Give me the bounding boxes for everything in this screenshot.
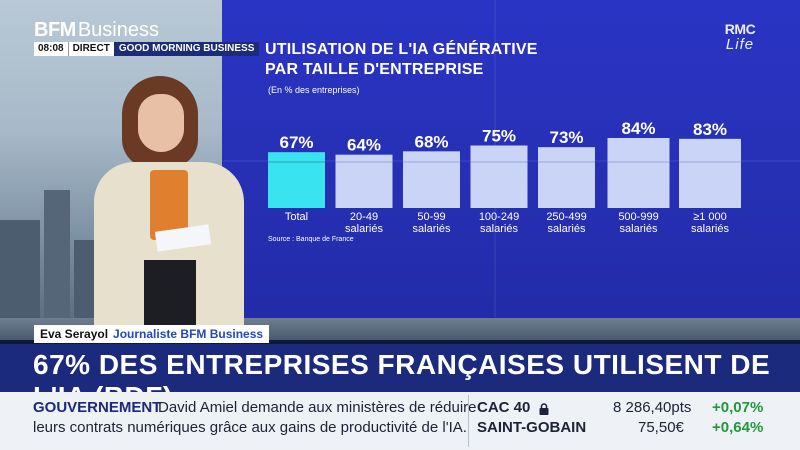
category-label-1-1: salariés — [345, 223, 383, 235]
value-label-2: 68% — [414, 132, 448, 151]
bar-3 — [470, 145, 528, 208]
category-label-4-1: salariés — [548, 223, 586, 235]
lock-icon — [539, 403, 549, 415]
category-label-5-1: salariés — [620, 223, 658, 235]
name-strap: Eva Serayol Journaliste BFM Business — [34, 325, 270, 343]
bar-5 — [607, 138, 670, 208]
bar-2 — [403, 151, 460, 208]
presenter-name: Eva Serayol — [40, 327, 109, 341]
news-line-1: David Amiel demande aux ministères de ré… — [158, 399, 477, 416]
value-label-5: 84% — [621, 119, 655, 138]
value-label-6: 83% — [693, 120, 727, 139]
headline-bar — [0, 344, 800, 392]
market-value-saint-gobain: 75,50€ — [638, 419, 684, 436]
bar-6 — [679, 138, 741, 208]
rmc-life-logo: RMC Life — [712, 21, 768, 53]
category-label-6-1: salariés — [691, 223, 729, 235]
chart-title-line2: PAR TAILLE D'ENTREPRISE — [265, 61, 484, 78]
news-tag: GOUVERNEMENT — [33, 399, 162, 416]
value-label-3: 75% — [482, 127, 516, 146]
bar-0 — [268, 152, 325, 208]
news-line-2: leurs contrats numériques grâce aux gain… — [33, 419, 467, 436]
chart-source: Source : Banque de France — [268, 236, 354, 243]
live-badge: DIRECT — [67, 42, 114, 56]
rmc-logo-line1: RMC — [724, 21, 756, 37]
chart-subtitle: (En % des entreprises) — [268, 85, 360, 95]
chart-title-line1: UTILISATION DE L'IA GÉNÉRATIVE — [265, 41, 538, 58]
category-label-2-1: salariés — [413, 223, 451, 235]
value-label-0: 67% — [279, 133, 313, 152]
market-name-cac40: CAC 40 — [477, 399, 531, 416]
bfm-business-logo: BFM Business — [34, 19, 159, 41]
category-label-3-0: 100-249 — [479, 211, 519, 223]
market-change-saint-gobain: +0,64% — [712, 419, 764, 436]
value-label-4: 73% — [549, 128, 583, 147]
category-label-3-1: salariés — [480, 223, 518, 235]
rmc-logo-line2: Life — [725, 36, 755, 53]
bar-4 — [538, 147, 595, 208]
chart-title: UTILISATION DE L'IA GÉNÉRATIVE PAR TAILL… — [265, 40, 538, 80]
category-label-0-0: Total — [285, 211, 308, 223]
show-name: GOOD MORNING BUSINESS — [113, 42, 260, 56]
ticker-bar — [0, 392, 800, 450]
presenter-role: Journaliste BFM Business — [113, 327, 264, 341]
market-name-saint-gobain: SAINT-GOBAIN — [477, 419, 587, 436]
market-change-cac40: +0,07% — [712, 399, 764, 416]
value-label-1: 64% — [347, 136, 381, 155]
category-label-2-0: 50-99 — [417, 211, 445, 223]
bar-1 — [335, 154, 393, 208]
category-label-1-0: 20-49 — [350, 211, 378, 223]
market-value-cac40: 8 286,40pts — [613, 399, 692, 416]
logo-business: Business — [77, 18, 159, 41]
bar-chart: 67%Total64%20-49salariés68%50-99salariés… — [268, 119, 741, 235]
logo-bfm: BFM — [34, 18, 76, 41]
category-label-6-0: ≥1 000 — [693, 211, 727, 223]
info-bar: 08:08 DIRECT GOOD MORNING BUSINESS — [34, 42, 260, 56]
category-label-4-0: 250-499 — [546, 211, 586, 223]
clock: 08:08 — [34, 42, 68, 56]
category-label-5-0: 500-999 — [618, 211, 658, 223]
presenter — [80, 70, 270, 332]
ticker-separator — [468, 395, 469, 447]
